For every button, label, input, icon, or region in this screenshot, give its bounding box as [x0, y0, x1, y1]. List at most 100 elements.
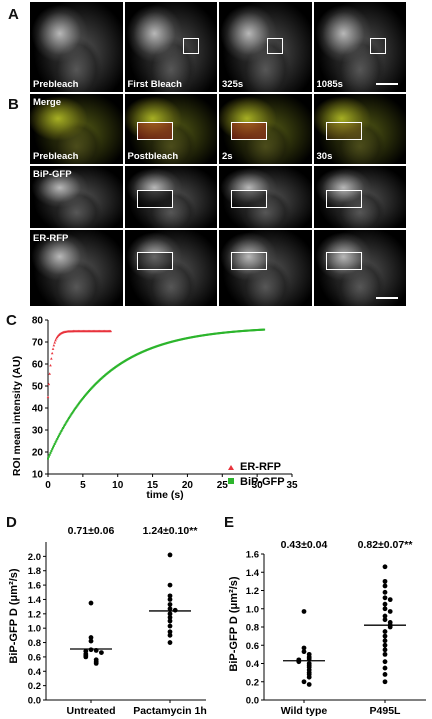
e-data-point	[301, 609, 307, 614]
panel-a-frame: 325s	[219, 2, 312, 92]
c-data-point	[61, 428, 64, 431]
panel-e-letter: E	[224, 514, 235, 531]
e-data-point	[382, 659, 388, 665]
d-data-point	[93, 660, 99, 666]
legend-bip-gfp-label: BiP-GFP	[240, 476, 285, 488]
e-ytick-label: 0.4	[246, 659, 260, 670]
bleach-roi-box	[182, 38, 199, 54]
c-data-point	[47, 455, 50, 458]
merge-frame: Postbleach	[124, 94, 217, 164]
c-data-point	[46, 395, 50, 399]
c-ytick-label: 10	[32, 470, 44, 481]
d-data-point	[88, 600, 94, 606]
c-ytick-label: 40	[32, 404, 44, 415]
c-ytick-label: 50	[32, 382, 44, 393]
c-data-point	[58, 433, 61, 436]
bleach-roi-box	[231, 122, 267, 140]
bleach-roi-box	[231, 252, 267, 270]
e-data-point	[382, 629, 388, 634]
e-data-point	[382, 564, 388, 570]
panel-a-frame: 1085s	[313, 2, 406, 92]
e-data-point	[387, 597, 393, 603]
c-ytick-label: 60	[32, 360, 44, 371]
d-category-pactamycin: Pactamycin 1h	[133, 705, 207, 717]
d-ytick-label: 0.8	[28, 638, 41, 649]
c-data-point	[54, 441, 57, 444]
c-data-point	[59, 431, 62, 434]
e-data-point	[382, 613, 388, 619]
legend-triangle-marker	[228, 465, 234, 470]
bleach-roi-box	[136, 190, 173, 208]
d-data-point	[88, 635, 94, 640]
e-data-point	[382, 672, 388, 677]
d-ytick-label: 1.4	[28, 595, 42, 606]
e-ytick-label: 0.2	[246, 677, 259, 688]
c-xtick-label: 25	[217, 480, 229, 491]
c-data-point	[53, 442, 56, 445]
c-data-point	[64, 422, 67, 425]
d-data-point	[167, 623, 173, 629]
d-data-point	[167, 582, 173, 588]
c-data-point	[75, 405, 78, 408]
frame-label: 30s	[316, 151, 333, 162]
c-xtick-label: 5	[80, 480, 86, 491]
c-data-point	[47, 457, 49, 460]
c-data-point	[62, 425, 65, 428]
c-data-point	[52, 444, 55, 447]
e-data-point	[382, 583, 388, 589]
d-ytick-label: 0.0	[28, 696, 41, 707]
e-data-point	[382, 606, 388, 612]
e-data-point	[382, 665, 388, 671]
e-ytick-label: 1.6	[246, 550, 259, 561]
c-data-point	[81, 397, 84, 400]
d-data-point	[167, 632, 173, 638]
c-data-point	[48, 453, 51, 456]
e-data-point	[382, 642, 388, 648]
c-data-point	[48, 372, 51, 375]
c-data-point	[73, 408, 76, 411]
d-data-point	[167, 593, 173, 599]
e-group-1	[364, 564, 406, 685]
d-ytick-label: 0.4	[28, 667, 42, 678]
c-data-point	[49, 363, 52, 367]
bleach-roi-box	[325, 190, 362, 208]
c-xtick-label: 30	[252, 480, 264, 491]
e-ytick-label: 0.8	[246, 623, 259, 634]
d-data-point	[167, 597, 173, 602]
e-data-point	[387, 609, 393, 614]
c-ylabel: ROI mean intensity (AU)	[11, 356, 23, 476]
c-xtick-label: 35	[286, 480, 298, 491]
c-xtick-label: 15	[147, 480, 159, 491]
d-data-point	[167, 615, 173, 620]
bip-gfp-frame	[124, 166, 217, 228]
c-data-point	[76, 404, 79, 407]
d-data-point	[99, 650, 104, 655]
c-data-point	[67, 418, 70, 421]
e-ytick-label: 1.4	[246, 568, 260, 579]
bleach-roi-box	[369, 38, 386, 54]
merge-frame: Merge Prebleach	[30, 94, 123, 164]
e-ytick-label: 1.2	[246, 586, 259, 597]
c-ytick-label: 80	[32, 316, 44, 327]
c-data-point	[74, 406, 77, 409]
d-data-point	[167, 552, 173, 558]
c-data-point	[50, 450, 53, 453]
c-series-er-rfp	[46, 329, 113, 399]
c-data-point	[63, 424, 66, 427]
e-annotation-p495l: 0.82±0.07**	[358, 539, 414, 551]
bip-gfp-frame: BiP-GFP	[30, 166, 123, 228]
e-group-0	[283, 609, 325, 687]
c-data-point	[69, 414, 72, 417]
c-data-point	[55, 439, 58, 442]
c-data-point	[52, 344, 56, 347]
panel-b-merge-row: Merge Prebleach Postbleach 2s 30s	[30, 94, 406, 164]
d-category-untreated: Untreated	[66, 705, 115, 717]
c-data-point	[51, 448, 54, 451]
c-data-point	[50, 351, 54, 355]
d-data-point	[167, 629, 173, 635]
bip-gfp-frame	[219, 166, 312, 228]
c-data-point	[80, 399, 83, 402]
e-ytick-label: 0.6	[246, 641, 259, 652]
c-xtick-label: 10	[112, 480, 124, 491]
panel-a-frame: Prebleach	[30, 2, 123, 92]
